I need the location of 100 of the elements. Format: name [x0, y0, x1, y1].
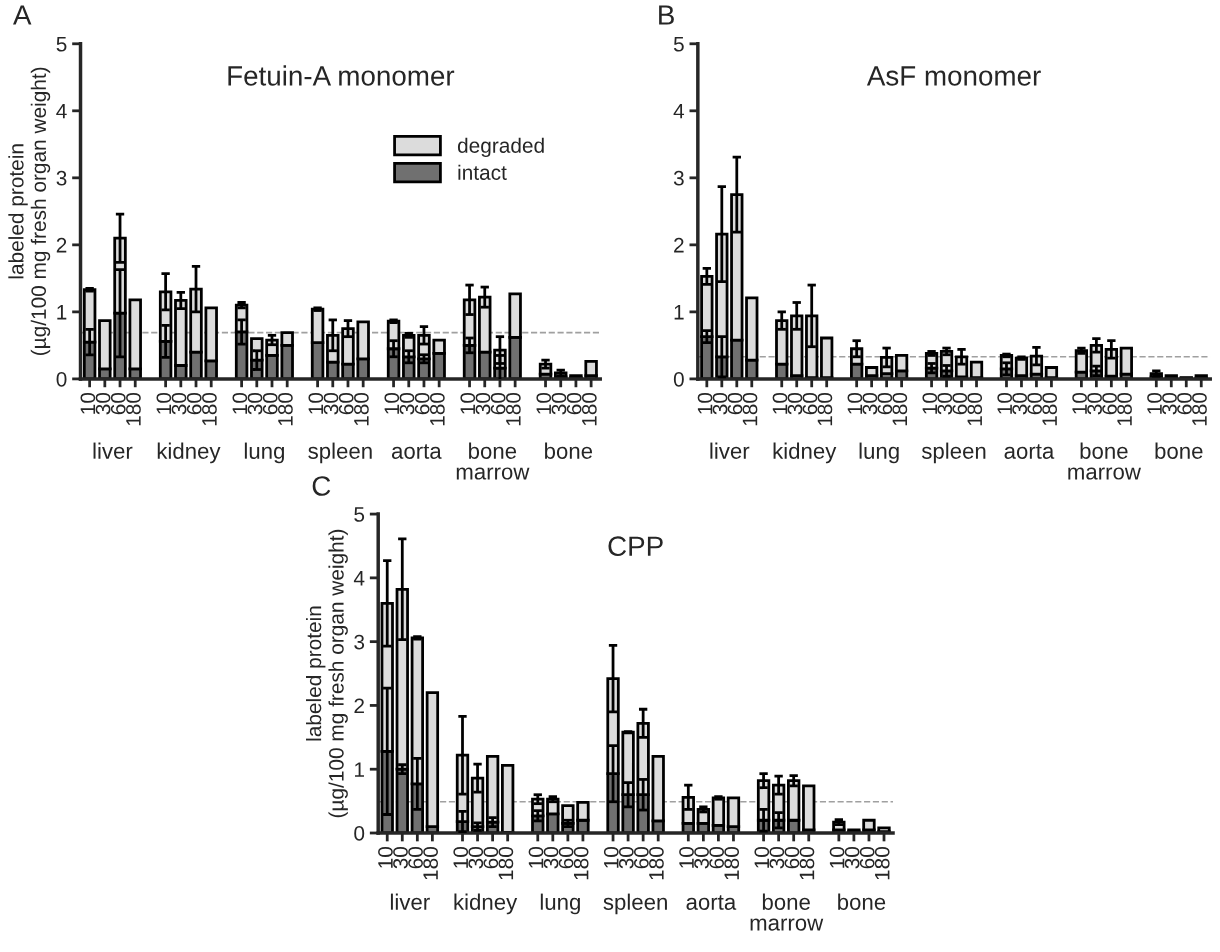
x-tick-label: 10: [997, 392, 1013, 414]
x-tick-label: 180: [874, 847, 890, 880]
y-tick-label: 5: [56, 37, 67, 52]
x-tick-label: 180: [1117, 392, 1132, 426]
x-tick-label: 60: [1102, 392, 1117, 415]
x-tick-label: 10: [80, 392, 96, 414]
x-tick-label: 10: [384, 392, 400, 414]
text: AsF monomer: [866, 66, 1041, 86]
text: liver: [390, 893, 430, 910]
text: C: [312, 476, 331, 496]
x-tick-label: 60: [784, 847, 800, 869]
x-tick-label: 10: [847, 392, 863, 414]
text: spleen: [921, 442, 986, 464]
x-tick-label: 10: [378, 847, 393, 868]
x-tick-label: 10: [1072, 392, 1087, 414]
text: A: [13, 5, 32, 25]
text: spleen: [603, 893, 667, 915]
x-tick-label: 10: [697, 392, 713, 414]
text: Fetuin-A monomer: [228, 65, 455, 86]
text: aorta: [391, 444, 442, 459]
text: aorta: [1004, 444, 1055, 459]
x-tick-label: 30: [1012, 392, 1028, 415]
x-tick-label: 30: [844, 847, 860, 869]
legend-label: degraded: [457, 137, 544, 158]
x-tick-label: 30: [247, 392, 263, 415]
y-tick-label: 2: [56, 237, 67, 253]
y-tick-label: 1: [57, 305, 67, 320]
x-tick-label: 10: [922, 392, 938, 414]
x-tick-label: 180: [892, 392, 908, 426]
x-tick-label: 30: [475, 392, 491, 415]
text: spleen: [308, 442, 372, 464]
x-tick-label: 60: [490, 392, 506, 415]
text: lung: [859, 442, 899, 464]
x-tick-label: 180: [1192, 392, 1207, 426]
text: aorta: [686, 895, 737, 910]
y-tick-label: 3: [56, 170, 67, 186]
text: kidney: [454, 893, 518, 915]
x-tick-label: 180: [649, 847, 664, 880]
x-tick-label: 180: [724, 847, 740, 880]
x-tick-label: 60: [952, 392, 968, 415]
x-tick-label: 30: [712, 392, 728, 415]
x-tick-label: 30: [694, 847, 709, 869]
x-tick-label: 30: [1162, 392, 1177, 415]
y-tick-label: 0: [354, 826, 365, 841]
text: bone: [838, 893, 886, 910]
x-tick-label: 30: [769, 847, 785, 869]
x-tick-label: 180: [498, 847, 514, 880]
x-tick-label: 60: [483, 847, 499, 869]
text: lung: [244, 442, 284, 464]
x-tick-label: 60: [1177, 392, 1192, 415]
x-tick-label: 10: [1147, 392, 1162, 414]
x-tick-label: 180: [423, 847, 438, 880]
x-tick-label: 30: [862, 392, 878, 415]
x-tick-label: 180: [126, 392, 141, 426]
x-tick-label: 10: [754, 847, 770, 868]
x-tick-label: 60: [558, 847, 574, 869]
text: lung: [540, 893, 580, 915]
y-tick-label: 4: [353, 571, 365, 586]
y-tick-label: 4: [56, 104, 67, 119]
x-tick-label: 180: [354, 392, 369, 426]
x-tick-label: 60: [110, 392, 126, 415]
x-tick-label: 60: [802, 392, 818, 415]
x-tick-label: 180: [581, 392, 597, 426]
x-tick-label: 10: [453, 847, 469, 868]
x-tick-label: 30: [1087, 392, 1102, 415]
x-tick-label: 30: [468, 847, 484, 869]
x-tick-label: 10: [679, 847, 694, 868]
x-tick-label: 60: [709, 847, 725, 869]
x-tick-label: 60: [1027, 392, 1043, 415]
y-tick-label: 1: [674, 305, 684, 320]
x-tick-label: 10: [528, 847, 544, 868]
y-tick-label: 3: [354, 634, 365, 650]
y-tick-label: 5: [673, 37, 684, 52]
text: bone marrow: [1068, 442, 1141, 480]
x-tick-label: 10: [156, 392, 172, 414]
x-tick-label: 60: [859, 847, 875, 869]
x-tick-label: 180: [573, 847, 589, 880]
x-tick-label: 10: [829, 847, 845, 868]
x-tick-label: 30: [399, 392, 415, 415]
y-tick-label: 2: [354, 698, 364, 713]
text: kidney: [157, 442, 221, 464]
x-tick-label: 30: [171, 392, 187, 415]
text: bone: [1155, 442, 1203, 459]
x-tick-label: 10: [772, 392, 788, 414]
y-tick-label: 5: [354, 507, 365, 522]
x-tick-label: 60: [414, 392, 430, 415]
x-tick-label: 180: [799, 847, 815, 880]
y-tick-label: 1: [355, 762, 364, 777]
x-tick-label: 30: [95, 392, 111, 415]
text: bone marrow: [456, 442, 530, 480]
x-tick-label: 180: [278, 392, 293, 426]
text: CPP: [608, 536, 663, 557]
x-tick-label: 180: [1042, 392, 1058, 426]
x-tick-label: 60: [877, 392, 893, 415]
y-tick-label: 0: [673, 371, 684, 387]
x-tick-label: 30: [937, 392, 953, 415]
y-tick-label: 3: [673, 170, 684, 186]
x-tick-label: 60: [566, 392, 582, 415]
y-axis-title: labeled protein (µg/100 mg fresh organ weight): [8, 67, 51, 355]
x-tick-label: 10: [460, 392, 476, 414]
